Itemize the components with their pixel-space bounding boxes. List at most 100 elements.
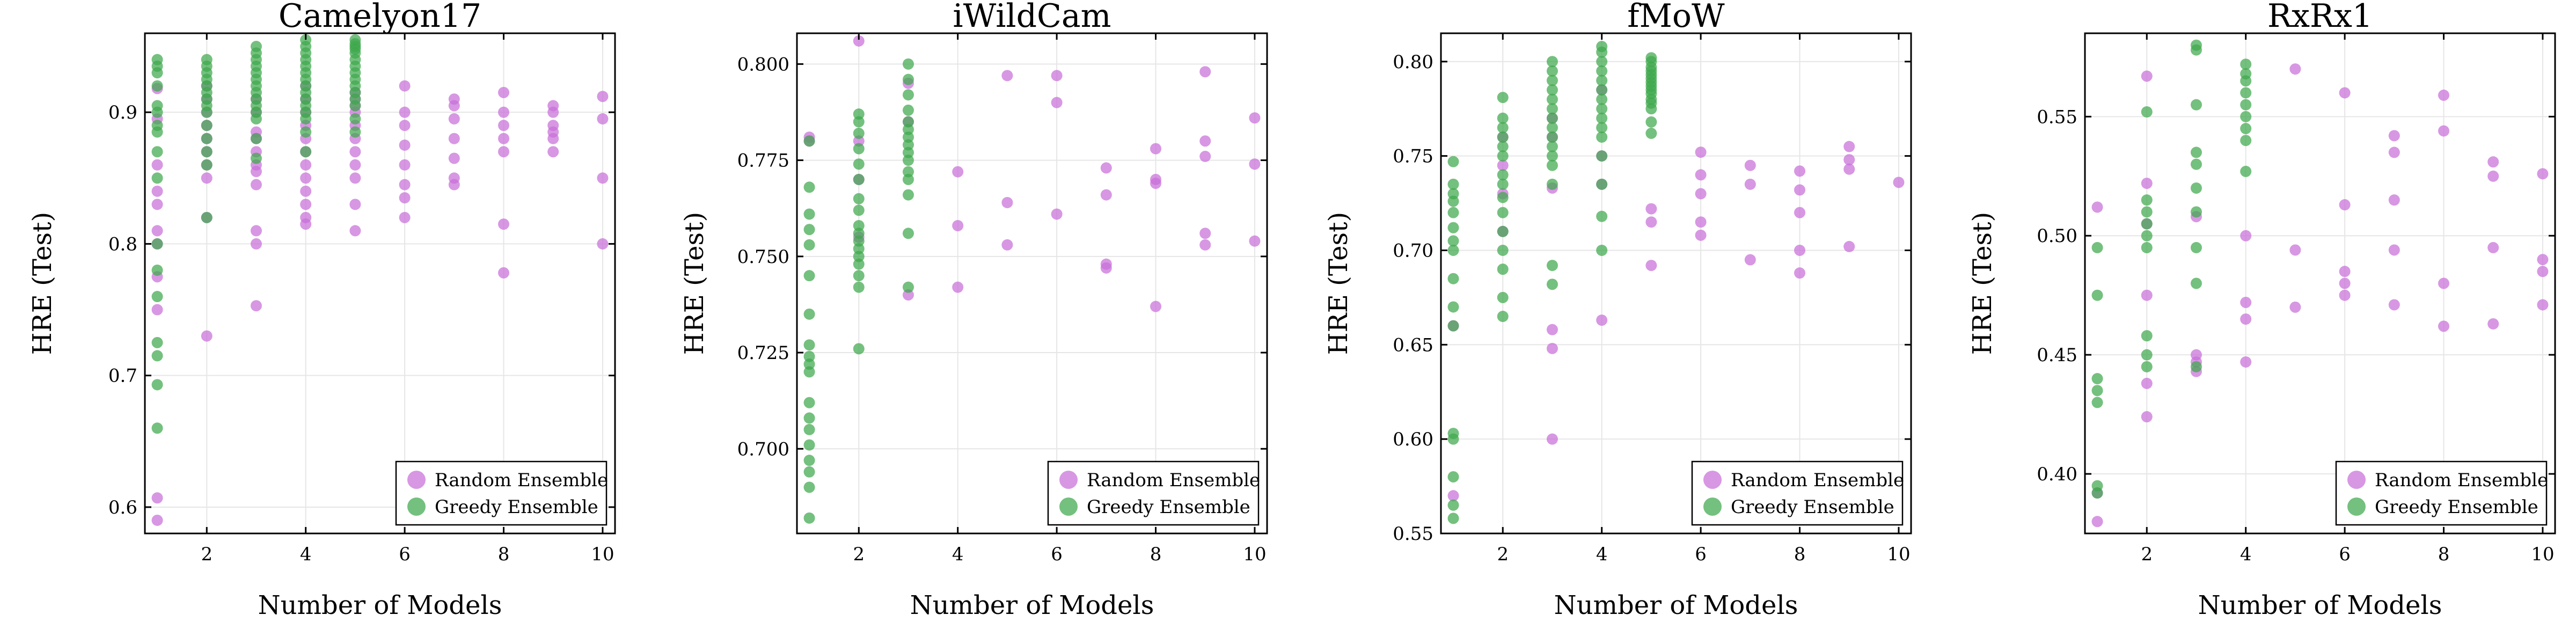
data-point [2091, 397, 2103, 408]
data-point [1497, 150, 1509, 162]
x-axis-label: Number of Models [258, 590, 502, 620]
data-point [803, 455, 815, 466]
data-point [2240, 123, 2252, 135]
x-tick-label: 8 [1794, 544, 1806, 565]
data-point [349, 159, 361, 171]
data-point [151, 80, 163, 92]
data-point [448, 113, 460, 125]
data-point [1249, 235, 1261, 247]
data-point [1596, 41, 1608, 53]
data-point [1695, 169, 1707, 181]
data-point [2240, 297, 2252, 309]
chart-title: Camelyon17 [279, 0, 481, 35]
data-point [1001, 70, 1013, 82]
data-point [250, 133, 262, 144]
data-point [349, 146, 361, 158]
y-tick-label: 0.65 [1393, 334, 1433, 356]
data-point [1150, 173, 1162, 185]
legend-box [1691, 460, 1904, 526]
data-point [1596, 131, 1608, 143]
x-tick-label: 2 [201, 544, 213, 565]
data-point [399, 192, 411, 204]
data-point [201, 120, 213, 131]
x-tick-label: 8 [1150, 544, 1162, 565]
data-point [2141, 411, 2153, 423]
data-point [1447, 178, 1459, 190]
data-point [1447, 273, 1459, 284]
data-point [1843, 240, 1855, 252]
legend-box [2335, 460, 2548, 526]
x-axis-label: Number of Models [1554, 590, 1798, 620]
data-point [1645, 127, 1657, 139]
data-point [1497, 244, 1509, 256]
data-point [498, 267, 510, 279]
data-point [349, 113, 361, 125]
data-point [1546, 150, 1558, 162]
legend-marker [1703, 497, 1722, 516]
data-point [2141, 194, 2153, 206]
data-point [1199, 228, 1211, 239]
data-point [803, 308, 815, 320]
data-point [1199, 135, 1211, 147]
data-point [300, 34, 312, 46]
legend-box [395, 460, 608, 526]
data-point [2240, 356, 2252, 368]
data-point [2240, 230, 2252, 241]
legend-label: Greedy Ensemble [1731, 496, 1894, 518]
data-point [1546, 93, 1558, 105]
data-point [1199, 66, 1211, 78]
data-point [2339, 289, 2351, 301]
data-point [2438, 320, 2450, 332]
data-point [399, 159, 411, 171]
data-point [1447, 499, 1459, 511]
data-point [1645, 52, 1657, 64]
data-point [803, 481, 815, 493]
x-tick-label: 4 [952, 544, 964, 565]
data-point [1546, 75, 1558, 86]
x-tick-label: 10 [1887, 544, 1910, 565]
data-point [300, 146, 312, 158]
data-point [853, 204, 865, 216]
data-point [1596, 112, 1608, 124]
legend-label: Greedy Ensemble [435, 496, 598, 518]
data-point [1100, 258, 1112, 270]
data-point [2190, 241, 2202, 253]
data-point [902, 74, 914, 85]
data-point [2091, 480, 2103, 492]
data-point [250, 300, 262, 312]
data-point [1794, 207, 1806, 218]
data-point [597, 113, 609, 125]
data-point [201, 133, 213, 144]
data-point [1546, 131, 1558, 143]
data-point [2141, 349, 2153, 361]
chart-panel-4: 2 4 6 8 10 0.40 0.45 0.50 0.55 RxRx1 Number of Mod… [1967, 0, 2556, 620]
legend: Random Ensemble Greedy Ensemble [2335, 460, 2548, 526]
data-point [803, 208, 815, 220]
data-point [1249, 112, 1261, 124]
x-tick-label: 10 [1243, 544, 1266, 565]
data-point [2190, 39, 2202, 51]
data-point [151, 492, 163, 504]
data-point [2141, 361, 2153, 372]
data-point [1596, 75, 1608, 86]
data-point [803, 397, 815, 408]
data-point [1199, 150, 1211, 162]
data-point [2289, 244, 2301, 256]
data-point [2091, 373, 2103, 385]
data-point [597, 172, 609, 184]
data-point [2190, 349, 2202, 361]
data-point [2141, 178, 2153, 189]
data-point [151, 185, 163, 197]
data-point [1497, 207, 1509, 218]
legend-label: Random Ensemble [435, 470, 608, 491]
data-point [2141, 70, 2153, 82]
data-point [498, 218, 510, 230]
data-point [1447, 320, 1459, 332]
y-tick-label: 0.725 [737, 342, 789, 364]
data-point [2091, 289, 2103, 301]
data-point [399, 139, 411, 151]
data-point [1497, 311, 1509, 323]
data-point [1546, 433, 1558, 445]
data-point [853, 108, 865, 120]
data-point [151, 120, 163, 131]
